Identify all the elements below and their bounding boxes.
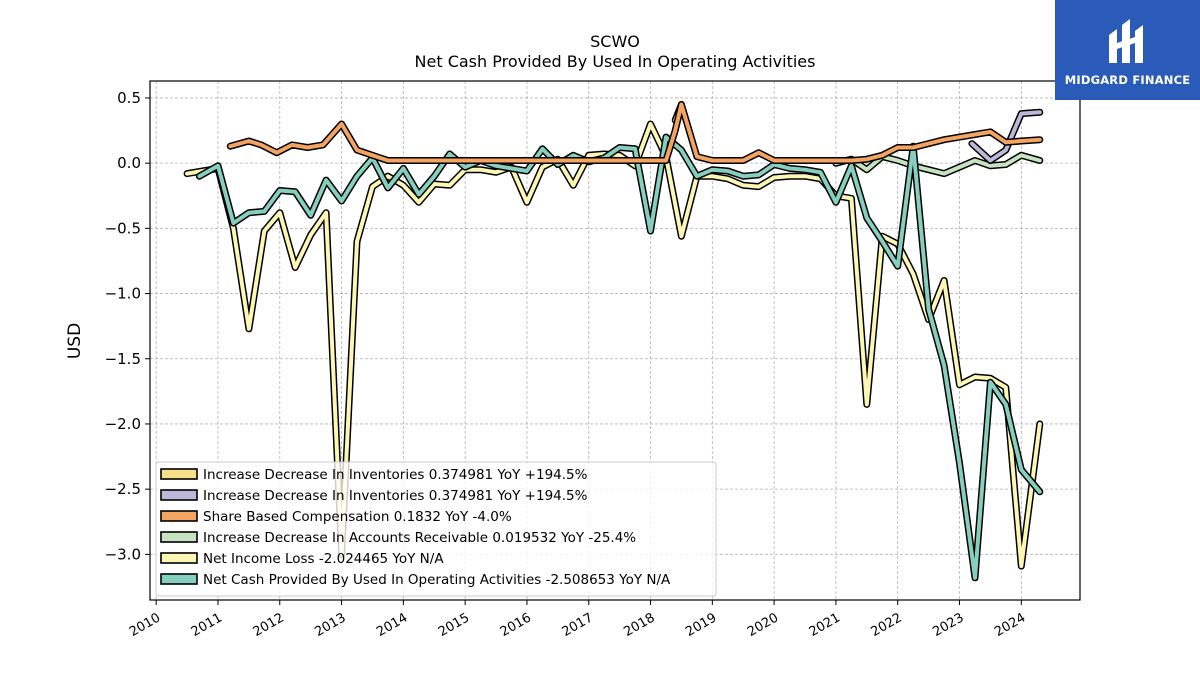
series-line xyxy=(197,135,1042,580)
series-layer xyxy=(183,101,1044,582)
legend-swatch xyxy=(160,468,198,480)
y-ticks: 0.5 0.0 −0.5 −1.0 −1.5 −2.0 −2.5 −3.0 xyxy=(105,89,150,563)
midgard-logo-icon xyxy=(1108,19,1143,63)
y-tick-label: 0.5 xyxy=(117,89,141,107)
brand-name: MIDGARD FINANCE xyxy=(1064,73,1191,87)
legend-box xyxy=(155,461,717,597)
y-tick-label: −2.0 xyxy=(105,415,141,433)
y-tick-label: −3.0 xyxy=(105,545,141,563)
brand-logo: MIDGARD FINANCE xyxy=(1055,0,1200,100)
legend-swatch xyxy=(160,489,198,501)
y-axis-label: USD xyxy=(65,323,85,359)
legend-swatch xyxy=(160,510,198,522)
legend-swatch xyxy=(160,573,198,585)
y-tick-label: −1.0 xyxy=(105,285,141,303)
legend-entry: Net Cash Provided By Used In Operating A… xyxy=(203,572,671,588)
legend-swatch xyxy=(160,552,198,564)
legend-entry: Increase Decrease In Accounts Receivable… xyxy=(203,530,636,546)
chart-title: SCWO xyxy=(590,32,640,51)
y-tick-label: −0.5 xyxy=(105,219,141,237)
legend-swatch xyxy=(160,531,198,543)
legend-entry: Increase Decrease In Inventories 0.37498… xyxy=(203,467,588,483)
series-line xyxy=(969,110,1042,163)
legend-entry: Share Based Compensation 0.1832 YoY -4.0… xyxy=(203,509,512,525)
y-tick-label: 0.0 xyxy=(117,154,141,172)
legend-entry: Increase Decrease In Inventories 0.37498… xyxy=(203,488,588,504)
legend-entry: Net Income Loss -2.024465 YoY N/A xyxy=(203,551,444,567)
series-line xyxy=(833,153,1042,176)
plot-frame xyxy=(149,80,1081,601)
legend: Increase Decrease In Inventories 0.37498… xyxy=(155,461,717,597)
series-line xyxy=(228,102,1042,163)
y-tick-label: −2.5 xyxy=(105,480,141,498)
chart-subtitle: Net Cash Provided By Used In Operating A… xyxy=(415,52,816,71)
y-tick-label: −1.5 xyxy=(105,350,141,368)
